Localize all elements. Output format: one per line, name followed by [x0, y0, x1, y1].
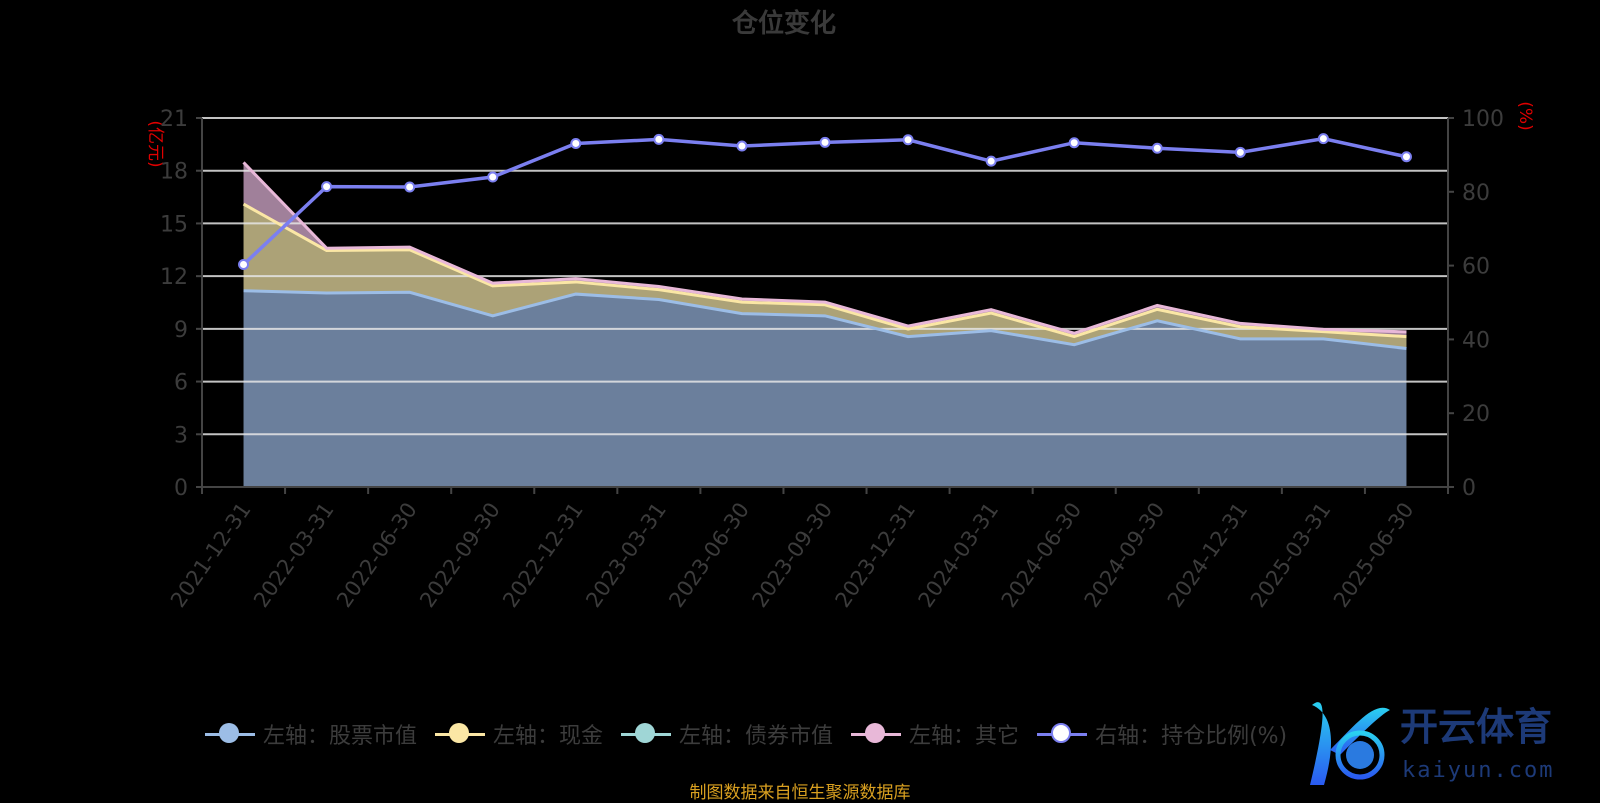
holding-ratio-point: [902, 134, 914, 146]
legend-item[interactable]: 右轴：持仓比例(%): [1037, 718, 1287, 750]
holding-ratio-point: [1234, 146, 1246, 158]
holding-ratio-point: [819, 136, 831, 148]
x-tick-label: 2025-03-31: [1246, 498, 1336, 612]
left-tick-label: 15: [160, 212, 188, 237]
holding-ratio-line: [242, 136, 1407, 266]
left-tick-label: 6: [174, 371, 188, 396]
holding-ratio-point: [736, 140, 748, 152]
x-tick-label: 2023-09-30: [747, 498, 837, 612]
legend-marker-icon: [621, 722, 672, 746]
holding-ratio-point: [1151, 142, 1163, 154]
x-tick-label: 2025-06-30: [1329, 498, 1419, 612]
legend-label: 左轴：其它: [909, 724, 1020, 749]
holding-ratio-point: [653, 133, 665, 145]
area-band-0: [243, 290, 1407, 487]
left-tick-label: 12: [160, 265, 188, 290]
left-tick-label: 0: [174, 476, 188, 501]
right-tick-label: 20: [1462, 402, 1490, 427]
holding-ratio-point: [238, 258, 250, 270]
holding-ratio-point: [321, 181, 333, 193]
x-tick-label: 2024-12-31: [1163, 498, 1253, 612]
legend: 左轴：股票市值 左轴：现金 左轴：债券市值 左轴：其它 右轴：持仓比例(%): [205, 718, 1287, 750]
legend-item[interactable]: 左轴：现金: [435, 718, 603, 750]
right-tick-label: 100: [1462, 107, 1504, 132]
holding-ratio-point: [985, 155, 997, 167]
data-source-note: 制图数据来自恒生聚源数据库: [689, 783, 911, 803]
left-tick-label: 3: [174, 423, 188, 448]
legend-marker-icon: [1037, 722, 1088, 746]
x-tick-label: 2022-09-30: [415, 498, 505, 612]
right-axis-label: (%): [1515, 101, 1535, 130]
holding-ratio-point: [1400, 151, 1412, 163]
legend-marker-icon: [205, 722, 255, 746]
left-axis-label: (亿元): [145, 120, 165, 167]
series-line-0: [243, 289, 1407, 351]
kaiyun-watermark-logo: 开云体育 kaiyun.com: [1310, 702, 1554, 785]
left-tick-label: 21: [160, 107, 188, 132]
x-tick-label: 2022-06-30: [332, 498, 422, 612]
legend-marker-icon: [851, 722, 902, 746]
x-tick-label: 2023-03-31: [581, 498, 671, 612]
right-tick-label: 0: [1462, 476, 1476, 501]
right-tick-label: 80: [1462, 181, 1490, 206]
x-tick-label: 2024-03-31: [914, 498, 1004, 612]
holding-ratio-point: [1317, 133, 1329, 145]
x-tick-label: 2024-09-30: [1080, 498, 1170, 612]
legend-item[interactable]: 左轴：债券市值: [621, 718, 833, 750]
holding-ratio-point: [1068, 137, 1080, 149]
svg-text:开云体育: 开云体育: [1400, 705, 1552, 749]
series-line-1: [242, 202, 1407, 339]
legend-label: 左轴：债券市值: [679, 724, 834, 749]
legend-item[interactable]: 左轴：股票市值: [205, 718, 417, 750]
holding-ratio-point: [487, 171, 499, 183]
x-tick-label: 2023-06-30: [664, 498, 754, 612]
svg-text:kaiyun.com: kaiyun.com: [1402, 758, 1554, 783]
x-tick-label: 2023-12-31: [830, 498, 920, 612]
legend-label: 右轴：持仓比例(%): [1095, 724, 1288, 749]
series-line-3: [242, 161, 1407, 335]
legend-label: 左轴：股票市值: [263, 724, 418, 749]
x-tick-label: 2024-06-30: [997, 498, 1087, 612]
holding-ratio-point: [570, 137, 582, 149]
legend-label: 左轴：现金: [493, 724, 604, 749]
legend-item[interactable]: 左轴：其它: [851, 718, 1019, 750]
legend-marker-icon: [435, 722, 486, 746]
x-tick-label: 2022-12-31: [498, 498, 588, 612]
left-tick-label: 9: [174, 318, 188, 343]
area-band-1: [243, 204, 1407, 349]
left-tick-label: 18: [160, 160, 188, 185]
chart-title: 仓位变化: [731, 8, 836, 39]
right-tick-label: 40: [1462, 328, 1490, 353]
holding-ratio-point: [404, 181, 416, 193]
x-tick-label: 2022-03-31: [249, 498, 339, 612]
x-tick-label: 2021-12-31: [166, 498, 256, 612]
right-tick-label: 60: [1462, 255, 1490, 280]
